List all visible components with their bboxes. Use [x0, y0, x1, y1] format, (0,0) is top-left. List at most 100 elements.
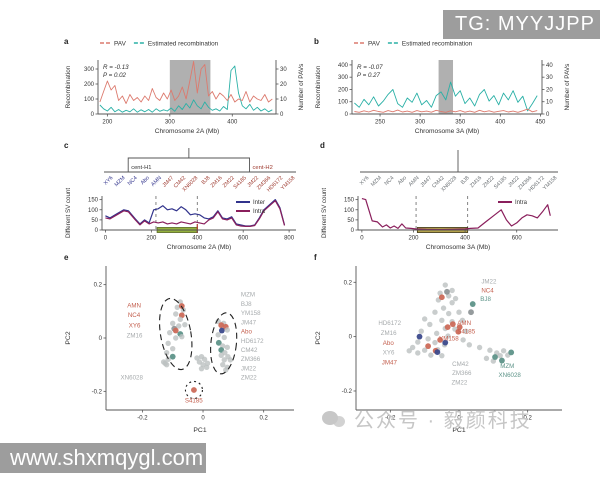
x-tick-label: 400 [495, 120, 506, 126]
stat-p: P = 0.02 [103, 72, 127, 79]
series-Estimated recombination [99, 65, 273, 113]
y-tick-label: 20 [546, 87, 553, 93]
scatter-point [162, 360, 168, 367]
series-PAV [354, 108, 538, 113]
y-axis-label-right: Number of PAVs [564, 64, 571, 111]
point-label: HD6172 [241, 338, 264, 345]
scatter-point [169, 353, 176, 360]
point-label: ZM366 [452, 370, 472, 377]
scatter-point [449, 287, 455, 294]
scatter-point [449, 321, 456, 328]
sample-label: S4185 [233, 175, 248, 190]
x-tick-label: 0 [104, 236, 108, 242]
scatter-point [218, 352, 224, 359]
scatter-point [432, 309, 438, 315]
y-tick-label: 400 [338, 63, 349, 69]
scatter-point [166, 329, 173, 336]
scatter-point [224, 344, 230, 351]
scatter-point [442, 282, 448, 288]
point-label: Abo [241, 328, 253, 335]
scatter-point [173, 311, 179, 317]
panel-letter: e [64, 253, 69, 262]
y-tick-label: 0 [546, 112, 550, 118]
x-tick-label: 300 [415, 120, 426, 126]
legend-label: Estimated recombination [402, 41, 473, 48]
y-tick-label: 0.2 [344, 280, 353, 286]
scatter-point [444, 324, 451, 331]
y-tick-label: 30 [546, 75, 553, 81]
y-axis-label-left: Recombination [65, 65, 72, 108]
scatter-point [456, 324, 463, 331]
point-label: JM22 [241, 365, 257, 372]
panel-letter: a [64, 37, 69, 46]
scatter-point [487, 347, 493, 353]
scatter-point [218, 322, 225, 329]
y-tick-label: 100 [344, 208, 355, 214]
y-axis-label-left: Recombination [315, 65, 322, 108]
point-label: JM22 [481, 279, 497, 286]
panel-letter: b [314, 37, 319, 46]
scatter-point [177, 316, 183, 323]
scatter-point [425, 336, 431, 342]
y-tick-label: 0 [91, 112, 95, 118]
sample-label: AMN [150, 175, 163, 188]
legend-label: PAV [368, 41, 381, 48]
legend-label: PAV [114, 41, 127, 48]
scatter-point [218, 327, 225, 334]
scatter-point [466, 342, 472, 348]
scatter-point [170, 345, 176, 352]
x-tick-label: 0 [457, 416, 461, 422]
sample-label: JM47 [420, 175, 434, 189]
scatter-point [446, 310, 452, 317]
y-tick-label: 50 [91, 218, 98, 224]
x-tick-label: -0.2 [137, 416, 148, 422]
y-tick-label: 0 [351, 228, 355, 234]
x-axis-label: Chromosome 2A (Mb) [167, 244, 232, 251]
x-tick-label: 800 [284, 236, 295, 242]
point-label: XY6 [129, 322, 141, 329]
scatter-point [215, 332, 221, 338]
scatter-point [468, 309, 474, 316]
y-tick-label: 0.2 [94, 283, 103, 289]
sample-label: MZM [370, 175, 383, 188]
point-label: S4185 [185, 398, 203, 405]
x-tick-label: 600 [238, 236, 249, 242]
point-label: ZM16 [381, 330, 397, 337]
panel-letter: f [314, 253, 317, 262]
x-tick-label: 200 [408, 236, 419, 242]
scatter-point [165, 340, 171, 347]
watermark-logo-icon [322, 409, 348, 429]
cluster-ellipse [210, 312, 238, 375]
panel-e: e -0.2 0 0.2 -0.2 0 0.2 AMN NC4 XY6 ZM16 XN6028 S418… [64, 253, 294, 434]
legend-label: Intra [515, 200, 528, 206]
cluster-ellipse [184, 380, 203, 400]
x-tick-label: 450 [535, 120, 546, 126]
scatter-point [191, 387, 197, 393]
sample-label: Abo [140, 175, 151, 186]
y-tick-label: 10 [546, 100, 553, 106]
point-label: XN6028 [121, 374, 144, 381]
watermark-telegram: TG: MYYJJPP [443, 10, 600, 39]
point-label: JM47 [241, 319, 257, 326]
sample-label: AMN [408, 175, 421, 188]
scatter-point [442, 339, 449, 346]
scatter-point [179, 333, 185, 340]
series-Estimated recombination [354, 81, 538, 112]
y-tick-label: 50 [347, 218, 354, 224]
x-tick-label: 0 [360, 236, 364, 242]
x-tick-label: 400 [192, 236, 203, 242]
cluster-label: cent-H1 [131, 165, 151, 171]
x-tick-label: 0.2 [523, 416, 532, 422]
scatter-point [415, 350, 421, 356]
y-tick-label: 0 [345, 112, 349, 118]
x-tick-label: 600 [512, 236, 523, 242]
scatter-point [165, 356, 171, 363]
sample-label: NC4 [384, 175, 396, 187]
cluster-ellipse [159, 297, 193, 371]
y-tick-label: 0 [349, 335, 353, 341]
y-tick-label: 100 [88, 208, 99, 214]
sample-label: BJ8 [201, 175, 212, 186]
scatter-point [437, 337, 444, 343]
scatter-point [434, 349, 441, 356]
